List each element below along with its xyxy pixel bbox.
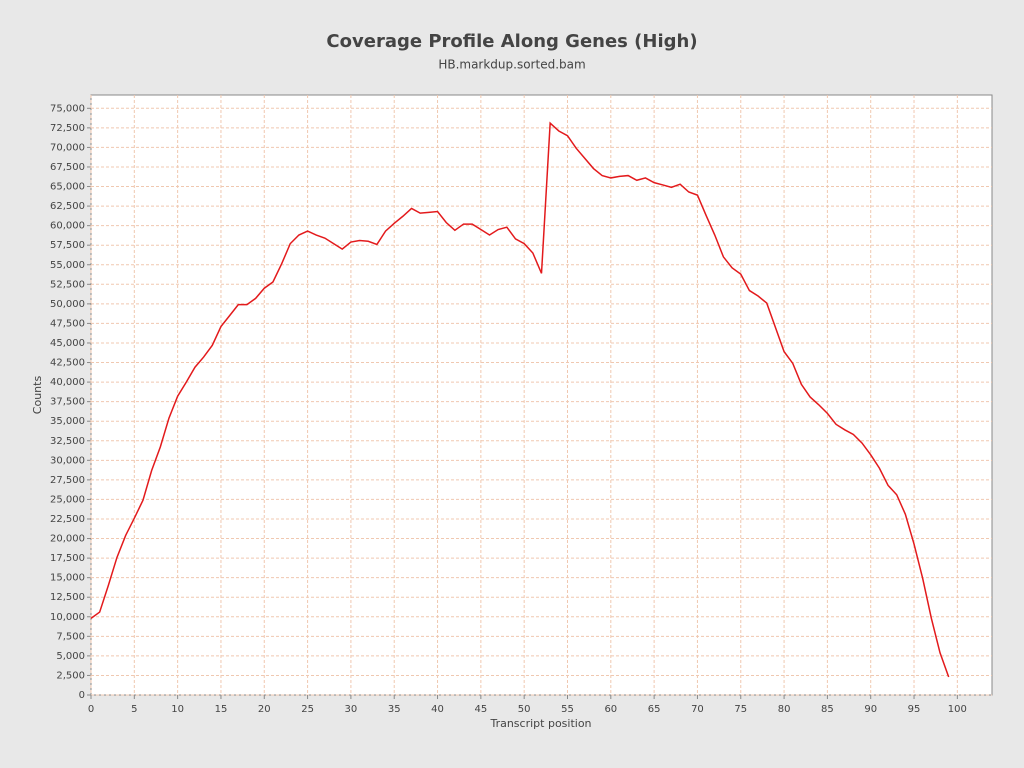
y-tick-label: 60,000 — [50, 221, 85, 232]
y-tick-label: 35,000 — [50, 416, 85, 427]
y-tick-label: 7,500 — [56, 631, 85, 642]
x-tick-label: 85 — [821, 704, 834, 715]
y-tick-label: 17,500 — [50, 553, 85, 564]
y-tick-label: 20,000 — [50, 534, 85, 545]
y-tick-label: 70,000 — [50, 142, 85, 153]
y-tick-label: 10,000 — [50, 612, 85, 623]
x-tick-label: 15 — [215, 704, 228, 715]
x-tick-label: 30 — [345, 704, 358, 715]
y-tick-label: 62,500 — [50, 201, 85, 212]
x-tick-label: 70 — [691, 704, 704, 715]
x-tick-label: 75 — [734, 704, 747, 715]
x-tick-label: 60 — [604, 704, 617, 715]
y-tick-label: 47,500 — [50, 318, 85, 329]
x-tick-label: 45 — [474, 704, 487, 715]
plot-area — [90, 94, 993, 696]
y-tick-label: 42,500 — [50, 358, 85, 369]
x-tick-label: 10 — [171, 704, 184, 715]
y-tick-label: 57,500 — [50, 240, 85, 251]
y-tick-label: 5,000 — [56, 651, 85, 662]
y-tick-label: 45,000 — [50, 338, 85, 349]
x-tick-label: 40 — [431, 704, 444, 715]
x-tick-label: 35 — [388, 704, 401, 715]
x-tick-label: 55 — [561, 704, 574, 715]
y-tick-label: 55,000 — [50, 260, 85, 271]
y-tick-label: 25,000 — [50, 494, 85, 505]
x-tick-label: 20 — [258, 704, 271, 715]
y-tick-label: 50,000 — [50, 299, 85, 310]
data-line — [90, 121, 950, 678]
y-tick-label: 52,500 — [50, 279, 85, 290]
x-tick-label: 95 — [908, 704, 921, 715]
y-tick-label: 22,500 — [50, 514, 85, 525]
y-tick-label: 72,500 — [50, 123, 85, 134]
y-tick-label: 27,500 — [50, 475, 85, 486]
x-tick-label: 50 — [518, 704, 531, 715]
x-tick-label: 5 — [131, 704, 137, 715]
y-tick-label: 65,000 — [50, 182, 85, 193]
y-tick-label: 37,500 — [50, 397, 85, 408]
y-tick-label: 15,000 — [50, 573, 85, 584]
y-tick-label: 2,500 — [56, 670, 85, 681]
x-axis-label: Transcript position — [489, 717, 591, 730]
y-axis-label: Counts — [31, 376, 44, 415]
x-tick-label: 0 — [88, 704, 94, 715]
y-tick-label: 0 — [79, 690, 85, 701]
chart-title: Coverage Profile Along Genes (High) — [326, 31, 697, 52]
chart-subtitle: HB.markdup.sorted.bam — [438, 58, 585, 72]
x-tick-label: 90 — [864, 704, 877, 715]
y-tick-label: 40,000 — [50, 377, 85, 388]
y-tick-label: 30,000 — [50, 455, 85, 466]
x-tick-label: 65 — [648, 704, 661, 715]
y-tick-label: 32,500 — [50, 436, 85, 447]
y-tick-label: 12,500 — [50, 592, 85, 603]
y-tick-label: 67,500 — [50, 162, 85, 173]
y-tick-label: 75,000 — [50, 103, 85, 114]
x-tick-label: 100 — [948, 704, 967, 715]
x-tick-label: 80 — [778, 704, 791, 715]
x-tick-label: 25 — [301, 704, 314, 715]
